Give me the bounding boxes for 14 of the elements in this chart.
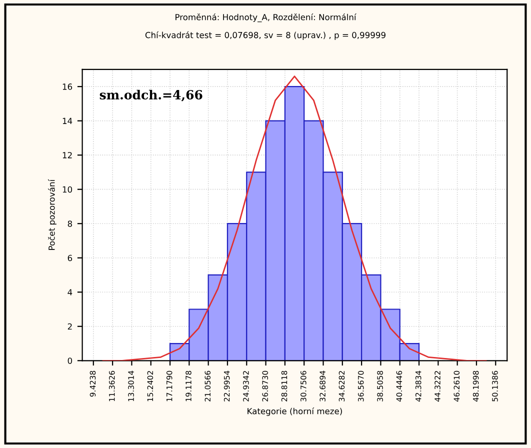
- y-tick-label: 8: [68, 220, 72, 227]
- y-tick-label: 4: [68, 289, 72, 296]
- chart-title: Proměnná: Hodnoty_A, Rozdělení: Normální: [176, 13, 356, 22]
- y-tick-label: 0: [68, 358, 72, 364]
- y-tick-label: 10: [62, 186, 72, 193]
- y-tick-label: 2: [68, 323, 72, 330]
- annotation: sm.odch.=4,66: [100, 90, 202, 102]
- y-tick-label: 14: [62, 118, 72, 124]
- y-axis-title: Počet pozorování: [48, 179, 56, 250]
- chart-subtitle: Chí-kvadrát test = 0,07698, sv = 8 (uprav.) , p = 0,99999: [145, 31, 386, 40]
- y-tick-label: 6: [68, 254, 72, 262]
- x-axis-title: Kategorie (horní meze): [248, 408, 342, 416]
- y-tick-label: 12: [62, 152, 72, 158]
- y-tick-label: 16: [62, 84, 72, 90]
